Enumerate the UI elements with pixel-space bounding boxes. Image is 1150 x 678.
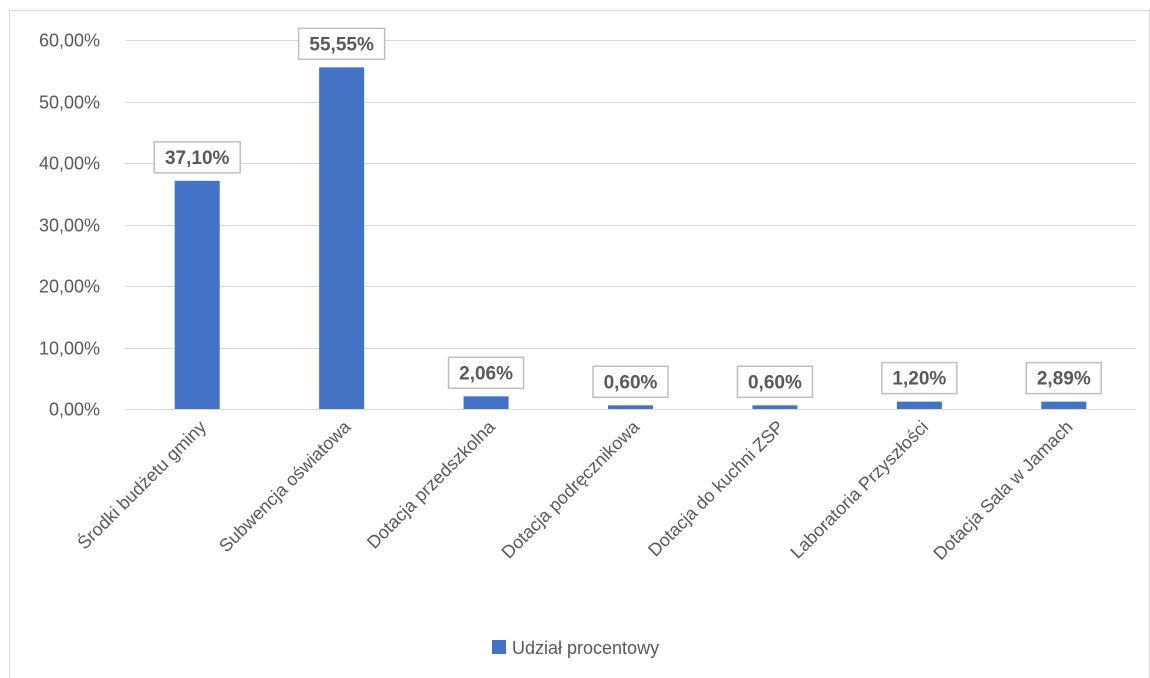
data-label: 2,89% — [1037, 369, 1091, 390]
data-label-box — [881, 361, 958, 395]
data-label-box — [592, 365, 669, 399]
y-tick-label: 10,00% — [39, 339, 100, 359]
bar — [319, 67, 365, 410]
x-tick-label: Środki budżetu gminy — [73, 416, 210, 553]
y-tick-label: 20,00% — [39, 277, 100, 297]
data-label: 1,20% — [892, 369, 946, 390]
x-tick-label: Subwencja oświatowa — [215, 416, 355, 556]
legend-label: Udział procentowy — [512, 638, 659, 658]
data-label: 37,10% — [165, 148, 230, 169]
bar — [896, 401, 942, 409]
bar — [174, 180, 220, 409]
gridlines — [125, 40, 1136, 410]
y-tick-label: 30,00% — [39, 216, 100, 236]
y-tick-label: 0,00% — [49, 400, 100, 420]
y-tick-label: 60,00% — [39, 31, 100, 51]
data-label-box — [297, 27, 386, 61]
legend: Udział procentowy — [492, 638, 659, 658]
data-label-box — [736, 365, 814, 399]
bar — [1041, 401, 1087, 409]
y-tick-label: 40,00% — [39, 154, 100, 174]
data-label-box — [153, 141, 241, 174]
x-tick-label: Dotacja podręcznikowa — [498, 416, 644, 562]
bar — [463, 396, 509, 409]
data-label: 55,55% — [309, 34, 374, 55]
data-label: 2,06% — [459, 363, 513, 384]
x-tick-label: Dotacja Sala w Jamach — [929, 417, 1076, 564]
data-label-box — [1025, 361, 1103, 395]
bar — [752, 405, 798, 409]
data-label-box — [447, 356, 525, 390]
x-tick-label: Dotacja do kuchni ZSP — [644, 417, 788, 561]
legend-swatch — [492, 640, 506, 654]
x-tick-label: Laboratoria Przyszłości — [786, 417, 932, 563]
data-label: 0,60% — [748, 372, 802, 393]
data-label: 0,60% — [604, 372, 658, 393]
y-tick-label: 50,00% — [39, 93, 100, 113]
x-tick-label: Dotacja przedszkolna — [363, 416, 500, 553]
bar — [608, 405, 653, 409]
